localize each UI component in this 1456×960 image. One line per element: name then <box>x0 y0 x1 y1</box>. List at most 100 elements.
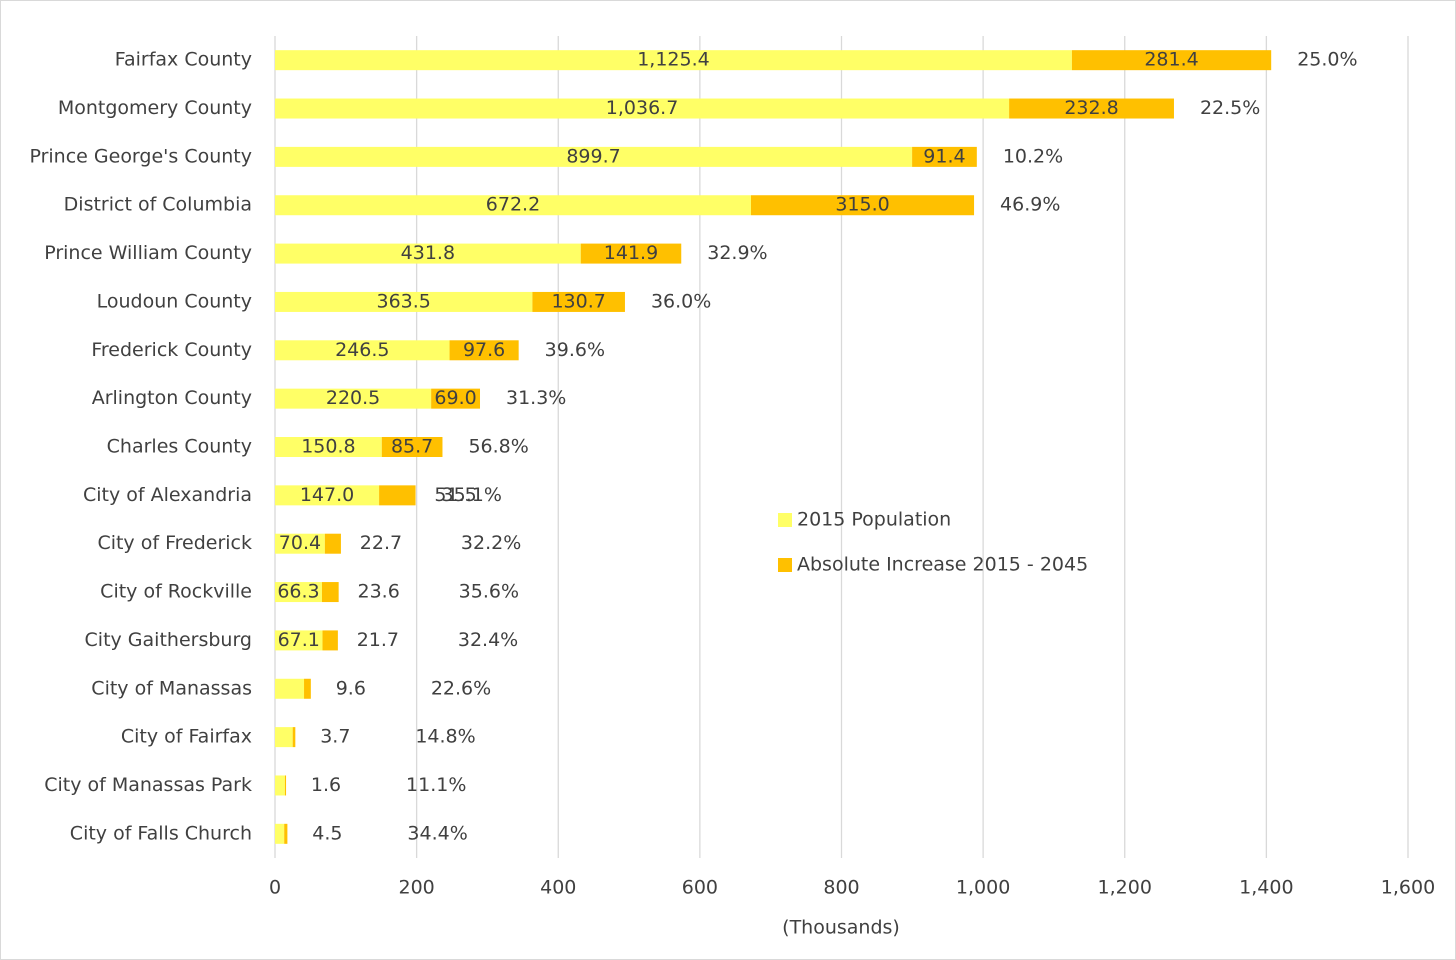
bar-segment <box>292 727 296 748</box>
data-label: 141.9 <box>604 242 658 264</box>
y-tick-label: City of Rockville <box>100 581 252 603</box>
bar-segment <box>449 340 519 361</box>
data-label: 281.4 <box>1144 49 1198 71</box>
data-label: 672.2 <box>486 194 540 216</box>
data-label: 150.8 <box>301 436 355 458</box>
bar-segment <box>275 678 305 699</box>
percent-label: 36.0% <box>651 290 711 312</box>
data-label: 22.7 <box>360 532 402 554</box>
data-label: 23.6 <box>358 581 400 603</box>
data-label: 85.7 <box>391 436 433 458</box>
bar-segment <box>431 388 481 409</box>
bar-segment <box>381 437 443 457</box>
data-label: 130.7 <box>551 290 605 312</box>
percent-label: 39.6% <box>545 339 605 361</box>
bar-segment <box>324 533 341 554</box>
y-tick-label: Charles County <box>107 436 252 458</box>
data-label: 69.0 <box>434 387 476 409</box>
y-tick-label: Prince William County <box>44 242 252 264</box>
y-tick-label: City of Fairfax <box>121 726 252 748</box>
bar-segment <box>275 582 322 603</box>
data-label: 220.5 <box>326 387 380 409</box>
x-tick-label: 0 <box>269 877 281 899</box>
x-tick-label: 800 <box>823 877 859 899</box>
data-label: 9.6 <box>336 677 366 699</box>
data-label: 70.4 <box>279 532 321 554</box>
percent-label: 56.8% <box>468 436 528 458</box>
bar-segment <box>275 98 1010 119</box>
data-label: 21.7 <box>357 629 399 651</box>
percent-label: 35.6% <box>459 581 519 603</box>
data-label: 4.5 <box>312 822 342 844</box>
data-label: 67.1 <box>278 629 320 651</box>
bar-segment <box>532 291 625 312</box>
bar-segment <box>275 533 325 554</box>
data-label: 232.8 <box>1064 97 1118 119</box>
legend-swatch <box>778 558 792 572</box>
bar-segment <box>321 582 339 603</box>
bar-segment <box>379 485 416 506</box>
percent-label: 32.9% <box>707 242 767 264</box>
bar-segment <box>322 630 338 651</box>
x-tick-label: 1,600 <box>1381 877 1435 899</box>
percent-label: 34.4% <box>407 822 467 844</box>
percent-label: 22.5% <box>1200 97 1260 119</box>
percent-label: 22.6% <box>431 677 491 699</box>
y-tick-label: Loudoun County <box>97 290 252 312</box>
data-label: 363.5 <box>376 290 430 312</box>
bar-segment <box>304 678 311 699</box>
bar-segment <box>275 243 581 264</box>
bar-segment <box>912 146 977 167</box>
legend-label: 2015 Population <box>797 509 951 531</box>
percent-label: 46.9% <box>1000 194 1060 216</box>
x-tick-label: 1,400 <box>1239 877 1293 899</box>
percent-label: 14.8% <box>415 726 475 748</box>
percent-label: 11.1% <box>406 774 466 796</box>
percent-label: 32.4% <box>458 629 518 651</box>
y-tick-label: City of Falls Church <box>70 822 252 844</box>
bar-segment <box>275 340 450 361</box>
y-tick-label: Arlington County <box>92 387 252 409</box>
bar-segment <box>1009 98 1174 119</box>
y-tick-label: Fairfax County <box>115 49 252 71</box>
data-label: 315.0 <box>835 194 889 216</box>
x-tick-label: 200 <box>398 877 434 899</box>
data-label: 1,036.7 <box>606 97 679 119</box>
x-tick-label: 1,200 <box>1098 877 1152 899</box>
data-label: 1,125.4 <box>637 49 710 71</box>
y-tick-label: City Gaithersburg <box>85 629 252 651</box>
percent-label: 31.3% <box>506 387 566 409</box>
data-label: 91.4 <box>923 145 965 167</box>
percent-label: 35.1% <box>442 484 502 506</box>
x-tick-label: 600 <box>682 877 718 899</box>
bar-segment <box>751 195 975 216</box>
percent-label: 10.2% <box>1003 145 1063 167</box>
data-label: 51.5 <box>434 484 476 506</box>
x-tick-label: 400 <box>540 877 576 899</box>
data-label: 147.0 <box>300 484 354 506</box>
bar-segment <box>1071 50 1272 71</box>
bar-segment <box>275 50 1072 71</box>
y-tick-label: City of Frederick <box>97 532 252 554</box>
bar-segment <box>284 775 287 796</box>
y-tick-label: City of Alexandria <box>83 484 252 506</box>
bar-segment <box>275 775 285 796</box>
bar-segment <box>284 823 288 844</box>
bar-segment <box>275 291 533 312</box>
x-tick-label: 1,000 <box>956 877 1010 899</box>
data-label: 97.6 <box>463 339 505 361</box>
y-tick-label: Prince George's County <box>29 145 252 167</box>
bar-segment <box>275 195 752 216</box>
y-tick-label: Frederick County <box>91 339 252 361</box>
legend-swatch <box>778 513 792 527</box>
data-label: 3.7 <box>320 726 350 748</box>
data-label: 899.7 <box>566 145 620 167</box>
legend-label: Absolute Increase 2015 - 2045 <box>797 554 1088 576</box>
y-tick-label: Montgomery County <box>58 97 252 119</box>
percent-label: 25.0% <box>1297 49 1357 71</box>
bar-segment <box>275 388 432 409</box>
y-tick-label: City of Manassas Park <box>44 774 252 796</box>
data-label: 431.8 <box>401 242 455 264</box>
